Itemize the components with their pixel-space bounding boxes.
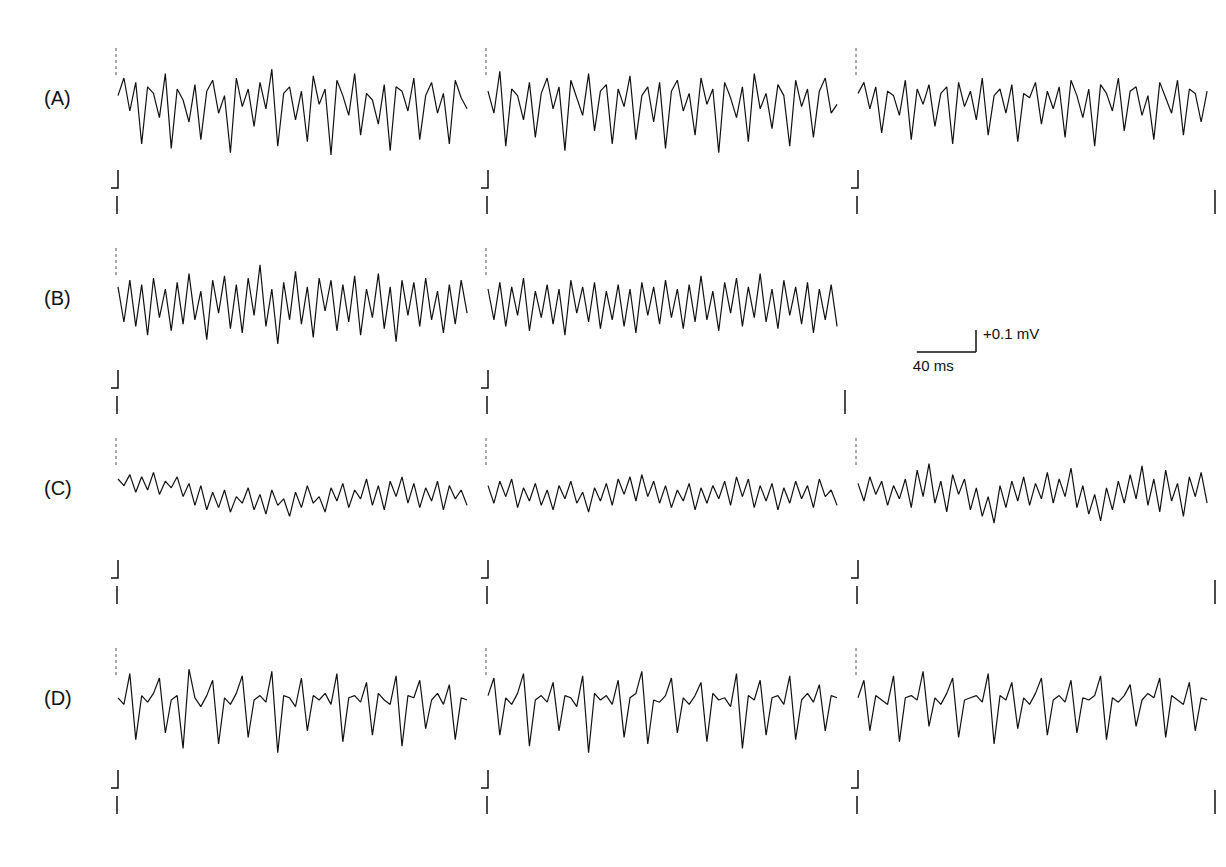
svg-text:40 ms: 40 ms [913, 357, 954, 374]
svg-text:(A): (A) [44, 87, 71, 109]
svg-text:(C): (C) [44, 477, 72, 499]
svg-text:+0.1 mV: +0.1 mV [983, 325, 1039, 342]
svg-text:(B): (B) [44, 287, 71, 309]
svg-text:(D): (D) [44, 687, 72, 709]
